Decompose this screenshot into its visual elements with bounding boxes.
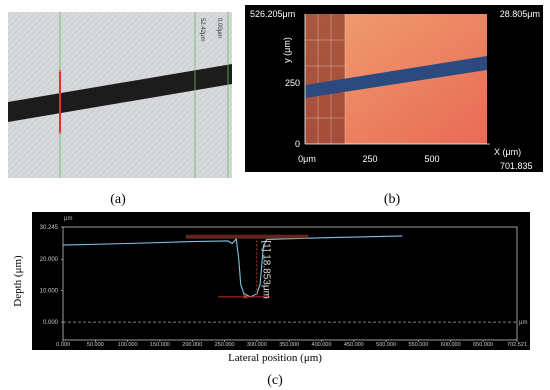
- highlight: [185, 234, 309, 239]
- x-tick-label: 50.000: [87, 342, 104, 348]
- tick-label: 0μm: [298, 154, 316, 164]
- x-tick-label: 500.000: [376, 342, 396, 348]
- x-tick-label: 350.000: [279, 342, 299, 348]
- panel-b: 526.205μm 28.805μm y (μm) 0 250 0μm 250 …: [245, 5, 543, 207]
- annotation: 52.42μm: [199, 18, 205, 41]
- y-tick-label: 0.000: [43, 320, 59, 326]
- panel-label: (c): [267, 373, 283, 388]
- x-tick-label: 200.000: [182, 342, 202, 348]
- panel-a: × × 52.42μm 0.00μm (a): [8, 12, 232, 207]
- svg-text:×: ×: [58, 130, 62, 137]
- tick-label: 0: [295, 139, 300, 149]
- tick-label: 250: [285, 78, 300, 88]
- axis-label: X (μm): [494, 147, 521, 157]
- profile-line: [62, 235, 403, 298]
- annotation: 0.00μm: [216, 18, 222, 38]
- x-tick-label: 400.000: [312, 342, 332, 348]
- x-tick-label: 702.521: [507, 342, 527, 348]
- trench: [8, 64, 232, 122]
- x-tick-label: 550.000: [408, 342, 428, 348]
- x-tick-label: 650.000: [473, 342, 493, 348]
- x-tick-label: 150.000: [150, 342, 170, 348]
- panel-label: (b): [384, 192, 401, 207]
- x-tick-label: 0.000: [56, 342, 70, 348]
- corner-label: 701.835: [500, 161, 533, 171]
- x-tick-label: 300.000: [247, 342, 267, 348]
- unit-label: μm: [519, 320, 527, 326]
- x-tick-label: 100.000: [118, 342, 138, 348]
- tick-label: 500: [424, 154, 439, 164]
- trench: [305, 56, 487, 98]
- unit-label: μm: [64, 216, 72, 222]
- svg-text:×: ×: [58, 69, 62, 76]
- y-axis-title: Depth (μm): [12, 255, 24, 307]
- panel-label: (a): [110, 192, 126, 207]
- corner-label: 526.205μm: [250, 9, 295, 19]
- x-tick-label: 600.000: [441, 342, 461, 348]
- y-tick-label: 20.000: [40, 257, 59, 263]
- panel-c: Depth (μm) Lateral position (μm) (c) μm …: [12, 212, 530, 388]
- x-tick-label: 250.000: [215, 342, 235, 348]
- tick-label: 250: [362, 154, 377, 164]
- x-tick-label: 450.000: [344, 342, 364, 348]
- axis-label: y (μm): [282, 37, 292, 63]
- x-axis-title: Lateral position (μm): [228, 352, 322, 364]
- plot-frame: [62, 226, 518, 341]
- y-tick-label: 10.000: [40, 289, 59, 295]
- y-tick-label: 30.245: [40, 225, 59, 231]
- corner-label: 28.805μm: [500, 9, 540, 19]
- marker: ×: [242, 292, 248, 303]
- annotation: [1] 18.853μm: [260, 240, 271, 299]
